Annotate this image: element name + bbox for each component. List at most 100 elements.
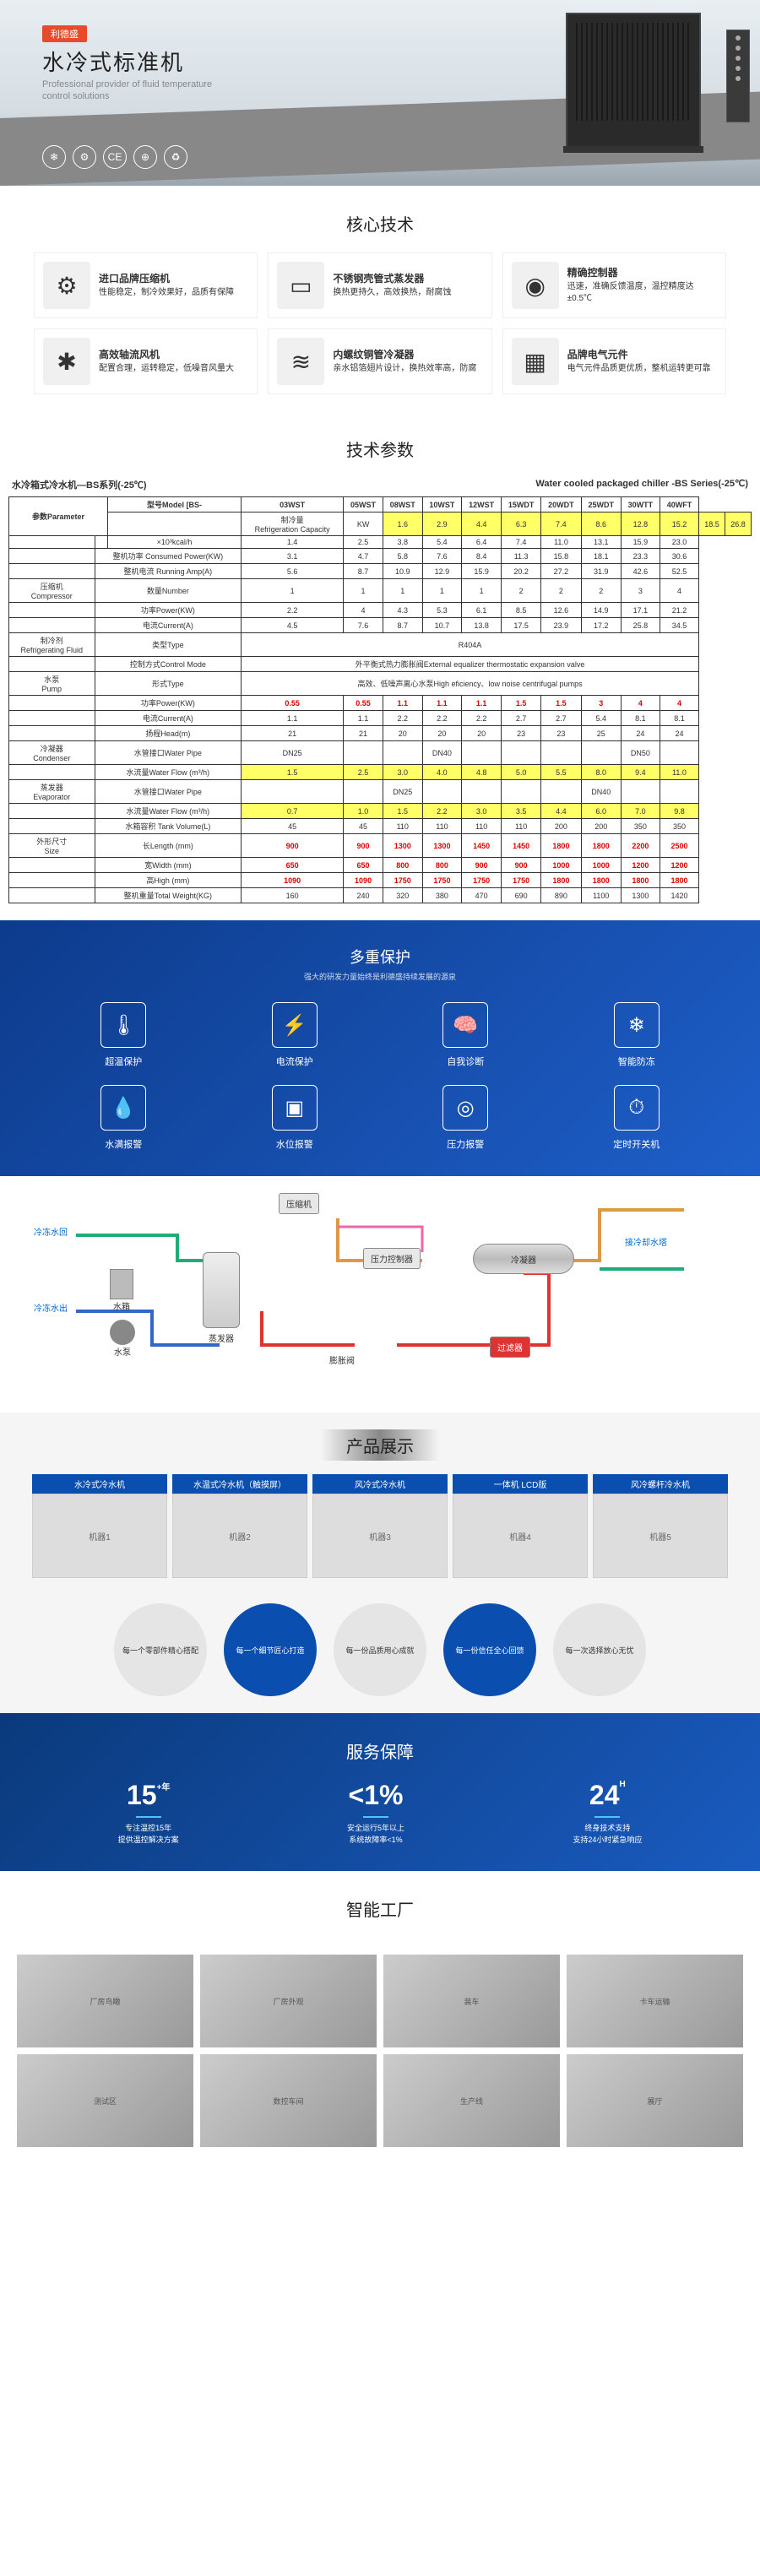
protection-icon: ❄ — [614, 1002, 660, 1048]
protection-title: 多重保护 — [51, 946, 709, 968]
diagram-expansion: 膨胀阀 — [329, 1353, 355, 1366]
circle-item: 每一份信任全心回馈 — [443, 1603, 536, 1696]
guarantee-text: 专注温控15年提供温控解决方案 — [118, 1823, 179, 1846]
circle-item: 每一个细节匠心打造 — [224, 1603, 317, 1696]
tech-icon: ▭ — [277, 262, 324, 309]
core-tech-title: 核心技术 — [34, 211, 726, 236]
diagram-cold-out: 冷冻水出 — [34, 1301, 68, 1314]
factory-title: 智能工厂 — [34, 1896, 726, 1921]
protection-subtitle: 强大的研发力量始终是利德盛持续发展的源泉 — [51, 971, 709, 982]
showcase-title: 产品展示 — [321, 1429, 439, 1461]
guarantee-number: <1% — [347, 1780, 404, 1811]
hero-title: 水冷式标准机 — [42, 46, 228, 77]
tech-item: ◉ 精确控制器 迅速，准确反馈温度，温控精度达±0.5℃ — [502, 252, 726, 318]
brand-tag: 利德盛 — [42, 25, 87, 42]
product-head: 水冷式冷水机 — [32, 1474, 167, 1494]
protection-label: 超温保护 — [105, 1055, 142, 1068]
tech-desc: 迅速，准确反馈温度，温控精度达±0.5℃ — [567, 281, 717, 305]
spec-header-right: Water cooled packaged chiller -BS Series… — [535, 478, 748, 491]
hero-machine-image — [566, 13, 726, 165]
spec-section: 技术参数 水冷箱式冷水机—BS系列(-25℃) Water cooled pac… — [0, 420, 760, 920]
product-head: 水温式冷水机（触摸屏） — [172, 1474, 307, 1494]
tech-name: 进口品牌压缩机 — [99, 272, 234, 286]
guarantee-text: 终身技术支持支持24小时紧急响应 — [573, 1823, 642, 1846]
protection-item: 💧 水满报警 — [51, 1085, 197, 1151]
tech-icon: ≋ — [277, 338, 324, 385]
tech-item: ✱ 高效轴流风机 配置合理，运转稳定，低噪音风量大 — [34, 328, 258, 394]
product-image: 机器2 — [172, 1494, 307, 1578]
guarantee-section: 服务保障 15+年专注温控15年提供温控解决方案 <1% 安全运行5年以上系统故障率… — [0, 1713, 760, 1871]
guarantee-item: 15+年专注温控15年提供温控解决方案 — [118, 1780, 179, 1846]
diagram-evaporator: 蒸发器 — [203, 1331, 240, 1344]
product-card: 风冷式冷水机机器3 — [312, 1474, 448, 1578]
product-card: 风冷螺杆冷水机机器5 — [593, 1474, 728, 1578]
protection-label: 智能防冻 — [618, 1055, 655, 1068]
product-image: 机器5 — [593, 1494, 728, 1578]
factory-image: 测试区 — [17, 2054, 193, 2147]
tech-name: 品牌电气元件 — [567, 348, 711, 362]
cert-badge: ⚙ — [73, 145, 96, 169]
product-head: 风冷式冷水机 — [312, 1474, 448, 1494]
tech-desc: 性能稳定，制冷效果好，品质有保障 — [99, 287, 234, 299]
protection-label: 定时开关机 — [613, 1137, 660, 1151]
product-image: 机器4 — [453, 1494, 588, 1578]
factory-image: 厂房外观 — [200, 1955, 377, 2047]
circle-item: 每一个零部件精心搭配 — [114, 1603, 207, 1696]
product-card: 一体机 LCD版机器4 — [453, 1474, 588, 1578]
factory-image: 生产线 — [383, 2054, 560, 2147]
diagram-cold-in: 冷冻水回 — [34, 1225, 68, 1238]
guarantee-title: 服务保障 — [34, 1738, 726, 1763]
protection-item: 🧠自我诊断 — [393, 1002, 539, 1068]
protection-label: 自我诊断 — [447, 1055, 484, 1068]
cert-badge: ⊕ — [133, 145, 157, 169]
guarantee-number: 15+年 — [118, 1780, 179, 1811]
factory-section: 智能工厂 — [0, 1871, 760, 1946]
factory-image: 数控车间 — [200, 2054, 377, 2147]
circle-item: 每一次选择放心无忧 — [553, 1603, 646, 1696]
protection-item: ◎ 压力报警 — [393, 1085, 539, 1151]
protection-icon: ⚡ — [272, 1002, 318, 1048]
circle-item: 每一份品质用心成就 — [334, 1603, 426, 1696]
tech-desc: 电气元件品质更优质，整机运转更可靠 — [567, 363, 711, 375]
hero-banner: 利德盛 水冷式标准机 Professional provider of flui… — [0, 0, 760, 186]
tech-desc: 亲水铝箔翅片设计，换热效率高，防腐 — [333, 363, 476, 375]
diagram-filter: 过滤器 — [490, 1337, 530, 1358]
diagram-controller: 压力控制器 — [363, 1248, 421, 1269]
showcase-section: 产品展示 水冷式冷水机机器1水温式冷水机（触摸屏）机器2风冷式冷水机机器3一体机… — [0, 1413, 760, 1713]
spec-table: 参数Parameter型号Model [BS-03WST05WST08WST10… — [8, 496, 752, 903]
protection-icon: ▣ — [272, 1085, 318, 1131]
protection-section: 多重保护 强大的研发力量始终是利德盛持续发展的源泉 🌡 超温保护 ⚡ 电流保护 🧠自我诊… — [0, 920, 760, 1176]
protection-label: 电流保护 — [276, 1055, 313, 1068]
protection-label: 水满报警 — [105, 1137, 142, 1151]
protection-icon: 💧 — [100, 1085, 146, 1131]
tech-name: 不锈钢壳管式蒸发器 — [333, 272, 451, 286]
tech-name: 精确控制器 — [567, 266, 717, 280]
diagram-tank: 水箱 — [110, 1299, 133, 1312]
spec-header-left: 水冷箱式冷水机—BS系列(-25℃) — [12, 478, 147, 491]
tech-item: ≋ 内螺纹铜管冷凝器 亲水铝箔翅片设计，换热效率高，防腐 — [268, 328, 491, 394]
tech-item: ⚙ 进口品牌压缩机 性能稳定，制冷效果好，品质有保障 — [34, 252, 258, 318]
tech-item: ▦ 品牌电气元件 电气元件品质更优质，整机运转更可靠 — [502, 328, 726, 394]
protection-label: 压力报警 — [447, 1137, 484, 1151]
factory-grid: 厂房鸟瞰厂房外观装车卡车运输测试区数控车间生产线展厅 — [0, 1946, 760, 2172]
protection-item: ❄ 智能防冻 — [564, 1002, 710, 1068]
product-card: 水冷式冷水机机器1 — [32, 1474, 167, 1578]
factory-image: 厂房鸟瞰 — [17, 1955, 193, 2047]
protection-icon: 🌡 — [100, 1002, 146, 1048]
tech-icon: ⚙ — [43, 262, 90, 309]
protection-icon: ◎ — [442, 1085, 488, 1131]
diagram-tower: 接冷却水塔 — [625, 1235, 667, 1248]
tech-name: 高效轴流风机 — [99, 348, 234, 362]
tech-desc: 换热更持久，高效换热，耐腐蚀 — [333, 287, 451, 299]
guarantee-text: 安全运行5年以上系统故障率<1% — [347, 1823, 404, 1846]
product-image: 机器1 — [32, 1494, 167, 1578]
cert-badge: ♻ — [164, 145, 187, 169]
factory-image: 装车 — [383, 1955, 560, 2047]
system-diagram: 压缩机 压力控制器 冷凝器 接冷却水塔 过滤器 膨胀阀 蒸发器 水泵 水箱 冷冻… — [0, 1176, 760, 1413]
diagram-pump: 水泵 — [110, 1345, 135, 1358]
factory-image: 展厅 — [567, 2054, 743, 2147]
protection-item: ⚡ 电流保护 — [222, 1002, 368, 1068]
tech-icon: ▦ — [512, 338, 559, 385]
protection-item: 🌡 超温保护 — [51, 1002, 197, 1068]
hero-subtitle: Professional provider of fluid temperatu… — [42, 79, 228, 103]
